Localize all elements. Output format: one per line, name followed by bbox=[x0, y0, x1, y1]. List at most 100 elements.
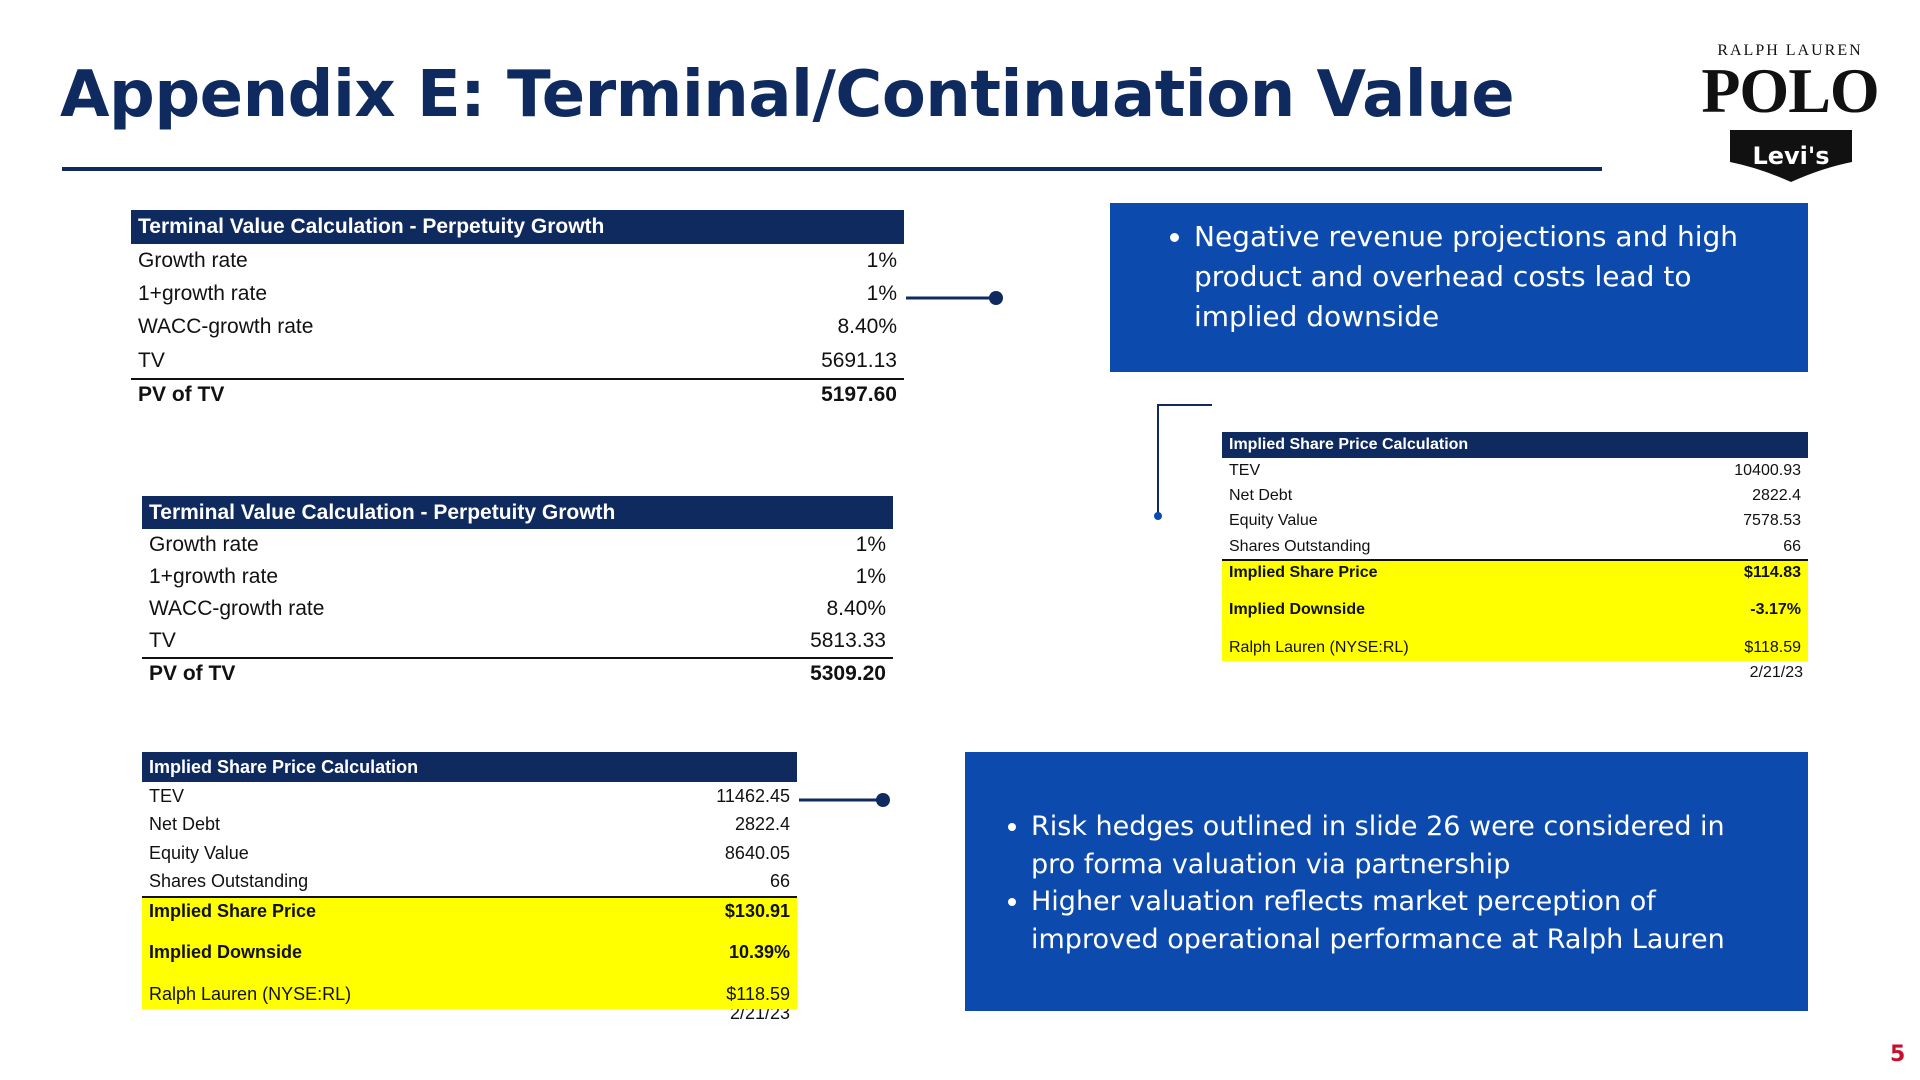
row-value: 1% bbox=[866, 248, 897, 272]
row-value: 2822.4 bbox=[1752, 486, 1801, 504]
row-label: Ralph Lauren (NYSE:RL) bbox=[149, 984, 352, 1005]
row-value: -3.17% bbox=[1750, 600, 1801, 618]
row-label: Implied Share Price bbox=[149, 900, 317, 921]
row-value: 1% bbox=[855, 533, 886, 556]
table-header: Implied Share Price Calculation bbox=[1222, 432, 1808, 458]
table-row-implied-downside: Implied Downside -3.17% bbox=[1222, 584, 1808, 635]
row-value: 66 bbox=[1783, 537, 1801, 555]
brand-logo: RALPH LAUREN POLO Levi's bbox=[1700, 38, 1880, 183]
row-value: 10400.93 bbox=[1734, 461, 1801, 479]
row-value: $130.91 bbox=[724, 900, 790, 921]
row-value: 11462.45 bbox=[716, 785, 790, 806]
connector-elbow bbox=[1154, 404, 1212, 520]
connector-top bbox=[906, 291, 1003, 305]
row-label: PV of TV bbox=[149, 662, 236, 685]
price-date-cropped: 2/21/23 bbox=[729, 1009, 790, 1021]
callout-pro-forma-valuation: Risk hedges outlined in slide 26 were co… bbox=[965, 752, 1808, 1011]
table-row: Growth rate 1% bbox=[142, 529, 893, 561]
row-value: 66 bbox=[769, 871, 790, 892]
row-value: 8.40% bbox=[837, 315, 897, 339]
row-label: WACC-growth rate bbox=[138, 315, 314, 339]
connector-bottom bbox=[799, 793, 890, 807]
row-value: 8640.05 bbox=[724, 842, 790, 863]
row-label: 1+growth rate bbox=[138, 282, 267, 306]
row-label: Implied Share Price bbox=[1229, 563, 1378, 581]
table-row-implied-downside: Implied Downside 10.39% bbox=[142, 925, 797, 981]
table-row: Growth rate 1% bbox=[131, 244, 904, 277]
table-row: 1+growth rate 1% bbox=[131, 277, 904, 310]
table-header: Implied Share Price Calculation bbox=[142, 752, 797, 782]
row-label: Growth rate bbox=[149, 533, 259, 556]
table-row: TV 5813.33 bbox=[142, 625, 893, 657]
row-label: PV of TV bbox=[138, 383, 225, 407]
row-value: $118.59 bbox=[1744, 639, 1801, 657]
table-row: Equity Value 7578.53 bbox=[1222, 509, 1808, 534]
table-row: WACC-growth rate 8.40% bbox=[131, 311, 904, 344]
row-label: Shares Outstanding bbox=[149, 871, 309, 892]
row-label: TV bbox=[149, 629, 176, 652]
table-row-implied-share-price: Implied Share Price $114.83 bbox=[1222, 559, 1808, 584]
callout-implied-downside: Negative revenue projections and high pr… bbox=[1110, 203, 1808, 372]
table-row: TEV 10400.93 bbox=[1222, 458, 1808, 483]
slide-title: Appendix E: Terminal/Continuation Value bbox=[60, 58, 1515, 132]
implied-share-price-table-pro-forma: Implied Share Price Calculation TEV 1146… bbox=[142, 752, 797, 1021]
row-label: Equity Value bbox=[149, 842, 249, 863]
table-row: Net Debt 2822.4 bbox=[1222, 483, 1808, 508]
table-row: Equity Value 8640.05 bbox=[142, 839, 797, 868]
row-label: Implied Downside bbox=[149, 942, 303, 962]
table-row: TEV 11462.45 bbox=[142, 782, 797, 811]
table-row-market-price: Ralph Lauren (NYSE:RL) $118.59 bbox=[142, 981, 797, 1010]
row-value: $114.83 bbox=[1744, 563, 1801, 581]
table-row: WACC-growth rate 8.40% bbox=[142, 593, 893, 625]
row-value: $118.59 bbox=[726, 984, 790, 1005]
row-value: 2822.4 bbox=[734, 814, 790, 835]
table-row-market-price: Ralph Lauren (NYSE:RL) $118.59 bbox=[1222, 635, 1808, 660]
table-header: Terminal Value Calculation - Perpetuity … bbox=[142, 496, 893, 529]
row-label: WACC-growth rate bbox=[149, 597, 325, 620]
terminal-value-table-pro-forma: Terminal Value Calculation - Perpetuity … bbox=[142, 496, 893, 689]
implied-share-price-table-standalone: Implied Share Price Calculation TEV 1040… bbox=[1222, 432, 1808, 685]
price-date: 2/21/23 bbox=[1749, 663, 1803, 681]
table-row: Shares Outstanding 66 bbox=[1222, 534, 1808, 559]
callout-bullet: Higher valuation reflects market percept… bbox=[1031, 883, 1768, 958]
row-value: 5691.13 bbox=[821, 348, 897, 372]
row-value: 7578.53 bbox=[1743, 512, 1801, 530]
row-label: Ralph Lauren (NYSE:RL) bbox=[1229, 639, 1409, 657]
row-label: TV bbox=[138, 348, 165, 372]
title-underline bbox=[62, 167, 1602, 171]
row-label: 1+growth rate bbox=[149, 565, 278, 588]
row-label: Growth rate bbox=[138, 248, 248, 272]
table-row: Shares Outstanding 66 bbox=[142, 868, 797, 897]
callout-bullet: Negative revenue projections and high pr… bbox=[1194, 217, 1778, 337]
table-row-implied-share-price: Implied Share Price $130.91 bbox=[142, 896, 797, 925]
row-value: 5309.20 bbox=[810, 662, 886, 685]
row-label: Net Debt bbox=[1229, 486, 1293, 504]
row-value: 10.39% bbox=[728, 942, 790, 962]
row-value: 1% bbox=[855, 565, 886, 588]
table-row: 1+growth rate 1% bbox=[142, 561, 893, 593]
ralph-lauren-wordmark: RALPH LAUREN bbox=[1717, 42, 1863, 59]
highlight-block: Implied Share Price $130.91 Implied Down… bbox=[142, 896, 797, 1009]
row-label: Equity Value bbox=[1229, 512, 1318, 530]
table-header: Terminal Value Calculation - Perpetuity … bbox=[131, 210, 904, 244]
levis-batwing-icon bbox=[1730, 130, 1852, 182]
row-value: 5197.60 bbox=[821, 383, 897, 407]
row-value: 8.40% bbox=[826, 597, 886, 620]
row-label: Implied Downside bbox=[1229, 600, 1366, 618]
row-label: TEV bbox=[149, 785, 185, 806]
table-total-row: PV of TV 5197.60 bbox=[131, 377, 904, 411]
levis-wordmark: Levi's bbox=[1752, 142, 1830, 170]
terminal-value-table-standalone: Terminal Value Calculation - Perpetuity … bbox=[131, 210, 904, 411]
row-label: Net Debt bbox=[149, 814, 221, 835]
page-number: 5 bbox=[1890, 1042, 1906, 1067]
table-row: Net Debt 2822.4 bbox=[142, 811, 797, 840]
levis-logo: Levi's bbox=[1730, 130, 1852, 182]
polo-wordmark: POLO bbox=[1701, 55, 1879, 126]
row-label: TEV bbox=[1229, 461, 1261, 479]
row-value: 5813.33 bbox=[810, 629, 886, 652]
highlight-block: Implied Share Price $114.83 Implied Down… bbox=[1222, 559, 1808, 661]
callout-bullet: Risk hedges outlined in slide 26 were co… bbox=[1031, 808, 1768, 883]
table-row: TV 5691.13 bbox=[131, 344, 904, 377]
row-label: Shares Outstanding bbox=[1229, 537, 1371, 555]
table-total-row: PV of TV 5309.20 bbox=[142, 657, 893, 689]
